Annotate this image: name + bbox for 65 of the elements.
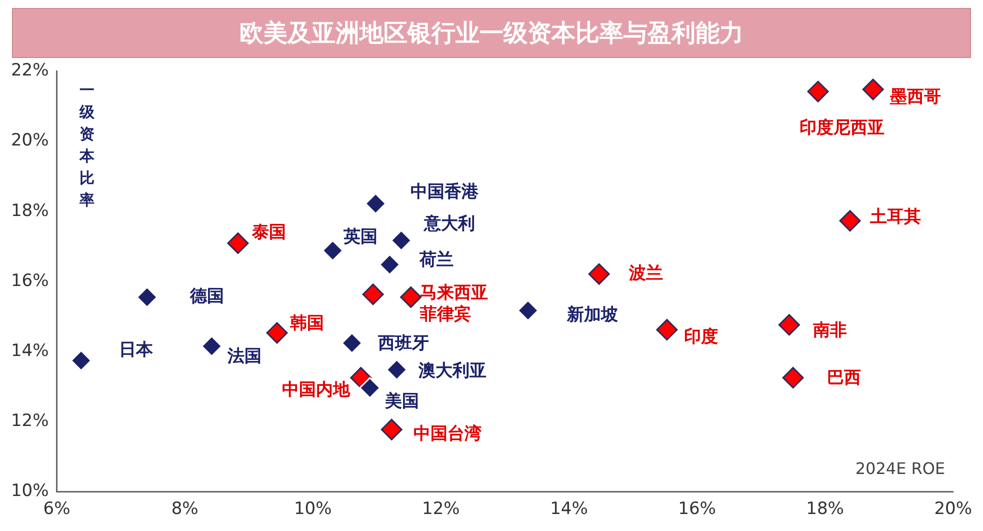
- annotation: 日本: [119, 340, 154, 360]
- annotation: 印度尼西亚: [800, 118, 885, 138]
- annotation: 新加坡: [566, 304, 619, 325]
- annotation: 泰国: [250, 222, 286, 243]
- x-tick-label: 16%: [678, 499, 716, 520]
- annotation: 荷兰: [418, 250, 454, 270]
- point: [359, 377, 381, 399]
- annotation: 中国香港: [410, 182, 480, 202]
- point: [70, 350, 92, 372]
- x-tick-label: 12%: [422, 499, 460, 520]
- y-tick-label: 20%: [10, 130, 49, 151]
- y-axis-title: 一级资本比率: [78, 81, 96, 210]
- annotation: 英国: [342, 226, 378, 247]
- annotation: 巴西: [827, 368, 862, 388]
- annotation: 印度: [684, 327, 718, 348]
- x-tick-label: 18%: [806, 499, 844, 520]
- point: [400, 286, 422, 308]
- y-tick-label: 12%: [10, 410, 49, 431]
- point: [656, 318, 678, 340]
- annotation: 意大利: [423, 214, 476, 234]
- annotation: 韩国: [289, 313, 324, 334]
- x-tick-label: 10%: [294, 499, 332, 520]
- point: [227, 232, 249, 254]
- point: [266, 322, 288, 344]
- x-tick-label: 20%: [934, 499, 972, 520]
- point: [588, 263, 610, 285]
- point: [517, 300, 539, 322]
- point: [362, 284, 384, 306]
- x-axis-title: 2024E ROE: [855, 458, 946, 478]
- point: [839, 210, 861, 232]
- point: [778, 314, 800, 336]
- point: [136, 286, 158, 308]
- point: [807, 80, 829, 102]
- y-tick-label: 22%: [10, 60, 49, 81]
- annotation: 菲律宾: [418, 304, 471, 325]
- point: [386, 358, 408, 380]
- point: [378, 254, 400, 276]
- annotation: 墨西哥: [889, 86, 942, 107]
- annotation: 美国: [384, 391, 419, 412]
- x-tick-label: 14%: [550, 499, 588, 520]
- chart-title: 欧美及亚洲地区银行业一级资本比率与盈利能力: [12, 8, 971, 58]
- annotation: 中国内地: [282, 380, 351, 400]
- annotation: 德国: [189, 286, 224, 307]
- annotation: 西班牙: [376, 333, 429, 354]
- annotation: 土耳其: [869, 207, 922, 228]
- point: [322, 240, 344, 262]
- y-tick-label: 16%: [10, 270, 49, 291]
- annotation: 法国: [226, 346, 262, 367]
- point: [380, 418, 402, 440]
- annotation: 中国台湾: [414, 424, 482, 444]
- x-tick-label: 8%: [171, 499, 198, 520]
- point: [782, 366, 804, 388]
- annotation: 波兰: [628, 263, 664, 284]
- y-tick-label: 14%: [10, 340, 49, 361]
- annotation: 马来西亚: [420, 282, 488, 303]
- point: [200, 335, 222, 357]
- point: [364, 192, 386, 214]
- point: [341, 332, 363, 354]
- point: [862, 78, 884, 100]
- y-tick-label: 18%: [10, 200, 49, 221]
- annotation: 南非: [812, 320, 848, 340]
- x-tick-label: 6%: [43, 499, 70, 520]
- point: [390, 230, 412, 252]
- annotation: 澳大利亚: [418, 361, 487, 382]
- y-tick-label: 10%: [10, 481, 49, 502]
